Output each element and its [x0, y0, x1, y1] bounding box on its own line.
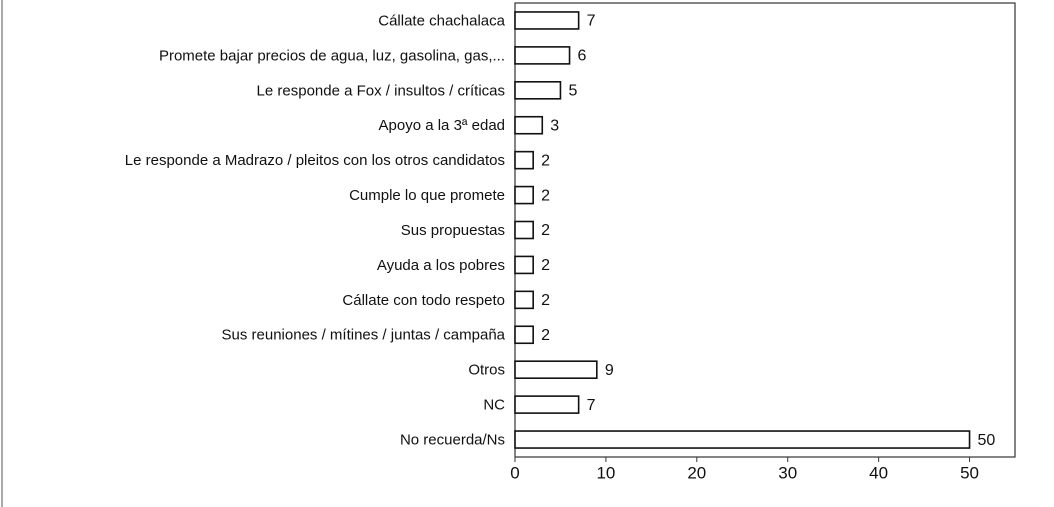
bar: [514, 290, 534, 310]
data-label: 2: [541, 327, 550, 344]
data-label: 50: [978, 432, 996, 449]
y-tick-label: NC: [483, 397, 505, 414]
bar: [514, 430, 971, 449]
bar: [514, 360, 598, 379]
y-tick-label: Cállate chachalaca: [378, 12, 505, 29]
bar: [514, 220, 534, 240]
x-tick-label: 30: [778, 463, 797, 482]
data-label: 6: [578, 48, 587, 65]
bar: [514, 325, 534, 345]
x-tick-label: 50: [960, 463, 979, 482]
bar: [514, 255, 534, 275]
x-tick-label: 20: [687, 463, 706, 482]
data-label: 2: [541, 187, 550, 204]
bar: [514, 46, 571, 65]
y-tick-label: Otros: [468, 362, 505, 379]
data-label: 7: [587, 13, 596, 30]
x-tick-label: 40: [869, 463, 888, 482]
y-tick-label: No recuerda/Ns: [400, 432, 505, 449]
bar: [514, 185, 534, 205]
x-tick-label: 10: [596, 463, 615, 482]
data-label: 7: [587, 397, 596, 414]
y-tick-label: Sus propuestas: [401, 222, 505, 239]
bar: [514, 115, 544, 135]
x-tick-label: 0: [510, 463, 519, 482]
y-tick-label: Cumple lo que promete: [349, 187, 505, 204]
bar: [514, 150, 534, 170]
y-tick-label: Le responde a Madrazo / pleitos con los …: [125, 152, 505, 169]
bar: [514, 11, 580, 30]
y-tick-label: Promete bajar precios de agua, luz, gaso…: [159, 47, 505, 64]
plot-frame: [514, 2, 1016, 458]
data-label: 3: [550, 117, 559, 134]
y-tick-label: Cállate con todo respeto: [342, 292, 505, 309]
y-tick-label: Sus reuniones / mítines / juntas / campa…: [222, 327, 506, 344]
data-label: 2: [541, 152, 550, 169]
y-tick-label: Apoyo a la 3ª edad: [379, 117, 505, 134]
bar: [514, 81, 562, 100]
y-tick-label: Ayuda a los pobres: [377, 257, 505, 274]
data-label: 5: [568, 83, 577, 100]
data-label: 2: [541, 292, 550, 309]
bar: [514, 395, 580, 414]
data-label: 2: [541, 222, 550, 239]
data-label: 2: [541, 257, 550, 274]
data-label: 9: [605, 362, 614, 379]
y-tick-label: Le responde a Fox / insultos / críticas: [257, 82, 505, 99]
